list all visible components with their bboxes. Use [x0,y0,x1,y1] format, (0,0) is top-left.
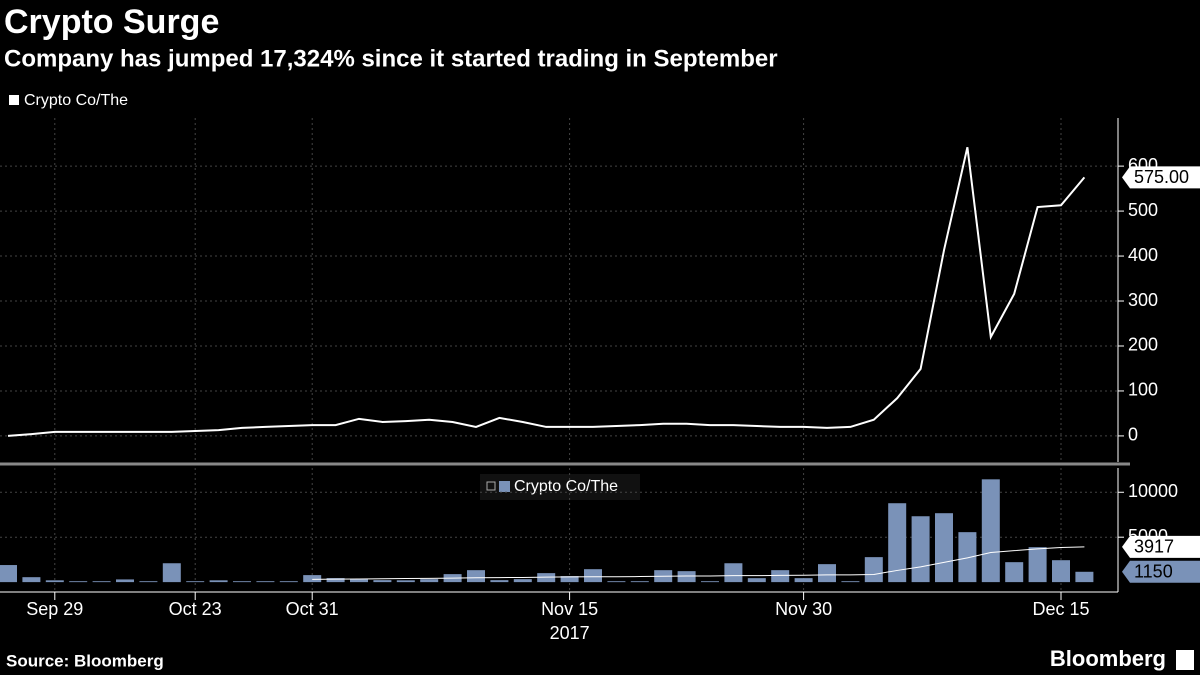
y-tick-label: 500 [1128,200,1158,220]
bar [513,579,532,583]
bar [888,503,907,583]
value-tag [1122,560,1200,583]
y-tick-label: 400 [1128,245,1158,265]
bar [279,581,298,583]
bar [186,581,205,583]
bar [1028,547,1047,583]
bar [22,577,41,583]
bar [467,570,485,583]
brand: Bloomberg [1050,646,1166,671]
source: Source: Bloomberg [6,651,164,670]
bar [935,513,953,583]
bar [162,563,181,583]
bar [584,569,602,583]
bar [373,580,392,583]
bar [607,581,626,583]
value-label: 1150 [1134,562,1173,582]
bar [1052,560,1070,583]
bar [396,580,415,583]
bar [233,581,251,583]
bar [92,581,111,583]
bar [420,579,439,583]
bar [818,564,836,583]
bar [1005,562,1024,583]
legend-icon [486,481,496,491]
line [7,147,1086,437]
bar [794,578,813,583]
bar [303,575,322,583]
legend-swatch [499,481,510,492]
x-tick-label: Nov 15 [541,599,598,619]
x-tick-label: Dec 15 [1032,599,1089,619]
bar [701,581,719,583]
bar [256,581,275,583]
x-tick-label: Nov 30 [775,599,832,619]
x-year-label: 2017 [550,623,590,643]
legend-swatch [9,95,19,105]
x-tick-label: Sep 29 [26,599,83,619]
bar [560,576,579,583]
line [312,546,1085,580]
bar [490,580,509,583]
bar [0,565,17,583]
subtitle: Company has jumped 17,324% since it star… [4,45,778,72]
y-tick-label: 10000 [1128,481,1178,501]
bar [1075,571,1094,583]
bar [864,557,883,583]
legend-label: Crypto Co/The [24,92,128,109]
y-tick-label: 100 [1128,380,1158,400]
bar [747,578,766,583]
bar [841,581,860,583]
bar [677,571,696,583]
value-tag [1122,535,1200,558]
bar [981,479,1000,583]
bar [771,570,790,583]
value-label: 575.00 [1134,167,1189,187]
y-tick-label: 300 [1128,290,1158,310]
x-tick-label: Oct 31 [286,599,339,619]
y-tick-label: 0 [1128,425,1138,445]
bar [350,579,368,583]
brand-icon [1176,650,1194,670]
x-tick-label: Oct 23 [169,599,222,619]
bar [69,581,88,583]
bar [209,580,228,583]
title: Crypto Surge [4,3,219,41]
y-tick-label: 200 [1128,335,1158,355]
value-label: 3917 [1134,537,1174,557]
value-tag [1122,166,1200,189]
bar [724,563,743,583]
bar [630,581,649,583]
legend-label: Crypto Co/The [514,478,618,495]
bar [326,578,345,583]
bar [911,516,930,583]
bar [139,581,158,583]
bar [116,579,134,583]
bar [45,580,64,583]
bar [958,532,977,583]
